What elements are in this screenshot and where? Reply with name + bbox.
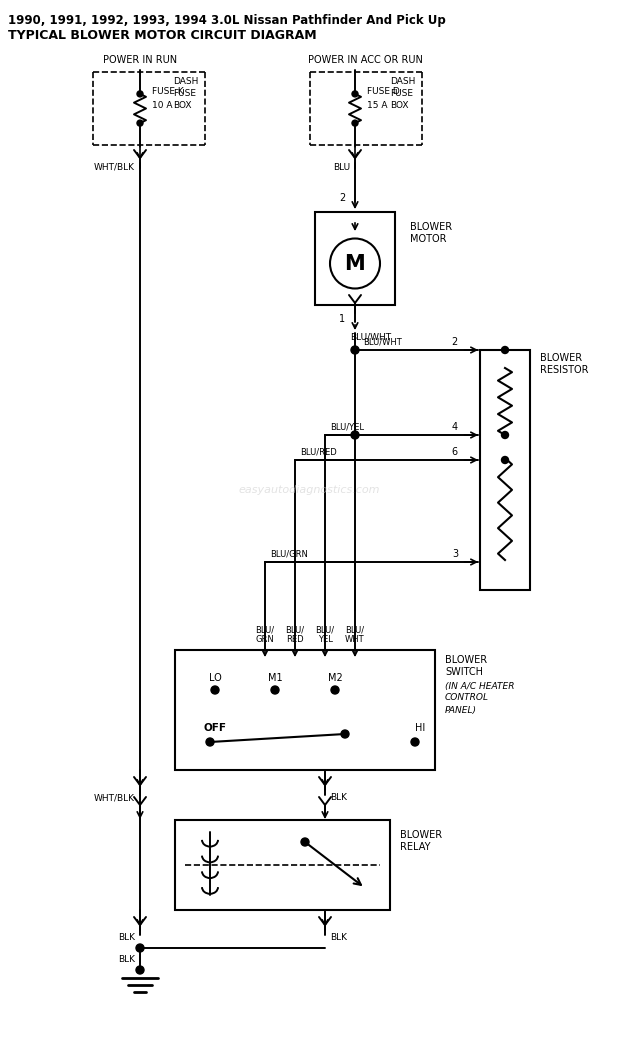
Circle shape: [352, 120, 358, 126]
Text: 4: 4: [452, 422, 458, 432]
Text: BLK: BLK: [330, 934, 347, 942]
Text: WHT: WHT: [345, 635, 365, 645]
Text: BLK: BLK: [118, 934, 135, 942]
Circle shape: [501, 432, 509, 439]
Bar: [175, 820, 390, 910]
Text: 15 A: 15 A: [367, 101, 387, 109]
Circle shape: [501, 346, 509, 354]
Text: 3: 3: [452, 549, 458, 560]
Text: RED: RED: [286, 635, 304, 645]
Text: PANEL): PANEL): [445, 705, 477, 714]
Text: easyautodiagnostics.com: easyautodiagnostics.com: [239, 485, 379, 495]
Bar: [315, 212, 395, 305]
Text: BLK: BLK: [330, 794, 347, 803]
Text: 1990, 1991, 1992, 1993, 1994 3.0L Nissan Pathfinder And Pick Up: 1990, 1991, 1992, 1993, 1994 3.0L Nissan…: [8, 14, 446, 27]
Text: BLK: BLK: [118, 956, 135, 964]
Circle shape: [351, 431, 359, 439]
Text: DASH: DASH: [390, 78, 415, 86]
Text: BLU/YEL: BLU/YEL: [330, 422, 364, 432]
Text: POWER IN ACC OR RUN: POWER IN ACC OR RUN: [308, 55, 423, 64]
Text: DASH: DASH: [173, 78, 198, 86]
Text: 6: 6: [452, 447, 458, 457]
Text: BLU/GRN: BLU/GRN: [270, 549, 308, 558]
Text: 10 A: 10 A: [152, 101, 172, 109]
Text: POWER IN RUN: POWER IN RUN: [103, 55, 177, 64]
Text: M: M: [345, 254, 365, 274]
Text: BLOWER: BLOWER: [540, 353, 582, 363]
Text: 1: 1: [339, 314, 345, 324]
Text: YEL: YEL: [318, 635, 332, 645]
Text: BLU/: BLU/: [286, 625, 305, 634]
Text: BOX: BOX: [390, 102, 408, 110]
Text: M1: M1: [268, 673, 282, 683]
Text: BLOWER: BLOWER: [410, 222, 452, 232]
Text: TYPICAL BLOWER MOTOR CIRCUIT DIAGRAM: TYPICAL BLOWER MOTOR CIRCUIT DIAGRAM: [8, 29, 316, 42]
Circle shape: [351, 346, 359, 354]
Circle shape: [301, 838, 309, 846]
Text: BLU/WHT: BLU/WHT: [350, 333, 391, 341]
Text: RESISTOR: RESISTOR: [540, 365, 588, 375]
Circle shape: [137, 120, 143, 126]
Circle shape: [352, 90, 358, 97]
Text: BLU: BLU: [333, 162, 350, 172]
Bar: [175, 650, 435, 770]
Text: LO: LO: [209, 673, 221, 683]
Text: FUSE: FUSE: [173, 89, 196, 99]
Text: OFF: OFF: [203, 723, 226, 733]
Circle shape: [341, 730, 349, 738]
Text: FUSE K: FUSE K: [152, 87, 184, 97]
Circle shape: [331, 686, 339, 694]
Circle shape: [206, 738, 214, 746]
Circle shape: [271, 686, 279, 694]
Circle shape: [211, 686, 219, 694]
Text: SWITCH: SWITCH: [445, 667, 483, 677]
Text: FUSE: FUSE: [390, 89, 413, 99]
Text: FUSE D: FUSE D: [367, 87, 400, 97]
Text: BLU/: BLU/: [345, 625, 365, 634]
Text: (IN A/C HEATER: (IN A/C HEATER: [445, 681, 515, 691]
Text: BLU/RED: BLU/RED: [300, 447, 337, 457]
Text: GRN: GRN: [256, 635, 274, 645]
Text: BLU/: BLU/: [315, 625, 334, 634]
Circle shape: [136, 966, 144, 974]
Text: BOX: BOX: [173, 102, 192, 110]
Text: 2: 2: [452, 337, 458, 347]
Text: BLU/: BLU/: [255, 625, 274, 634]
Bar: [480, 350, 530, 590]
Text: WHT/BLK: WHT/BLK: [94, 162, 135, 172]
Circle shape: [137, 90, 143, 97]
Circle shape: [411, 738, 419, 746]
Circle shape: [136, 944, 144, 952]
Text: BLOWER: BLOWER: [400, 830, 442, 840]
Text: M2: M2: [328, 673, 342, 683]
Text: BLOWER: BLOWER: [445, 655, 487, 665]
Text: HI: HI: [415, 723, 425, 733]
Text: WHT/BLK: WHT/BLK: [94, 794, 135, 803]
Text: CONTROL: CONTROL: [445, 694, 489, 702]
Text: BLU/WHT: BLU/WHT: [363, 338, 402, 346]
Text: MOTOR: MOTOR: [410, 234, 446, 244]
Text: RELAY: RELAY: [400, 842, 431, 852]
Text: 2: 2: [339, 193, 345, 203]
Circle shape: [501, 457, 509, 464]
